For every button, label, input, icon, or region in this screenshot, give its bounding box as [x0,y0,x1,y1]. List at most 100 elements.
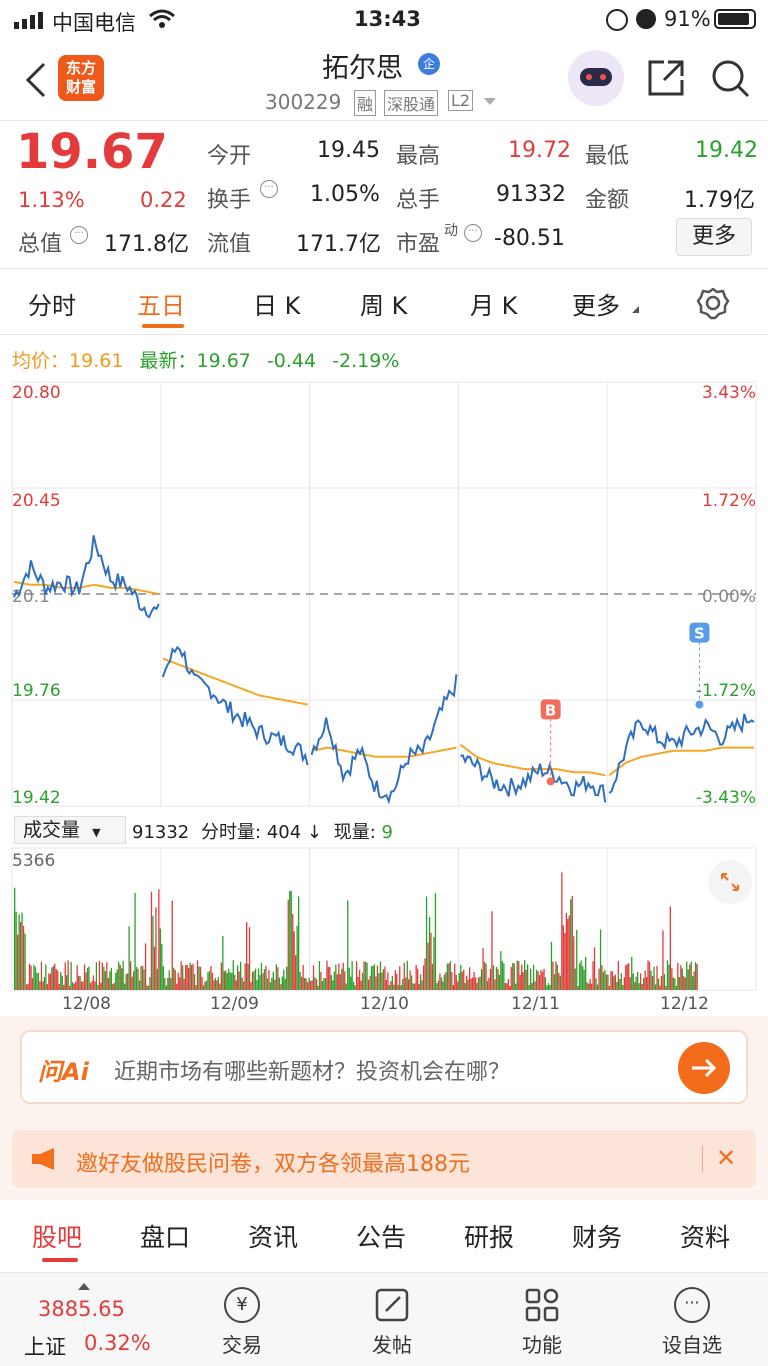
trade-marker-dot [695,700,704,709]
y-tick-left: 19.42 [12,788,61,808]
close-icon[interactable]: ✕ [716,1144,737,1172]
volume-bar [177,972,179,990]
y-tick-right: 0.00% [702,587,756,607]
info-icon[interactable]: ··· [464,224,482,242]
volume-bar [686,961,688,990]
volume-bar [211,972,214,990]
margin-tag: 融 [354,90,377,116]
tab-fenshi[interactable]: 分时 [28,292,76,320]
ai-ask-bar[interactable]: 问Ai 近期市场有哪些新题材？投资机会在哪？ [20,1030,748,1104]
volume-bar [304,977,306,990]
volume-bar [690,961,692,990]
volume-bar [531,983,533,990]
tab-profile[interactable]: 资料 [680,1223,731,1252]
volume-bar [278,977,280,990]
volume-selector[interactable]: 成交量 ▼ [14,816,126,844]
chart-legend: 均价：19.61 最新：19.67 -0.44 -2.19% [12,346,399,373]
volume-bar [497,968,499,990]
tab-more[interactable]: 更多 [572,292,620,320]
volume-bar [330,975,332,990]
volume-bar [345,983,347,990]
volume-bar [583,969,585,990]
volume-bar [495,966,498,990]
volume-bar [470,978,472,990]
volume-bar [574,968,576,990]
settings-gear-icon[interactable] [696,286,730,324]
nav-functions[interactable]: 功能 [500,1287,584,1358]
dropdown-icon[interactable] [484,98,496,105]
tab-news[interactable]: 资讯 [248,1223,299,1252]
back-icon[interactable] [22,62,48,102]
volume-bar [155,907,157,990]
nav-trade[interactable]: ¥ 交易 [200,1287,284,1358]
volume-bar [494,979,496,990]
volume-bar [231,973,233,990]
volume-bar [409,970,411,990]
volume-bar [433,936,435,990]
tab-research[interactable]: 研报 [464,1223,515,1252]
search-icon[interactable] [710,58,752,104]
volume-bar [463,969,465,990]
volume-bar [359,969,361,990]
volume-bar [42,981,44,990]
volume-bar [43,977,45,990]
expand-icon[interactable] [708,860,752,904]
volume-bar [515,983,517,990]
promo-divider [702,1146,703,1172]
volume-bar [516,960,518,990]
volume-bar [506,983,508,990]
volume-bar [135,966,138,990]
volume-bar [477,977,480,990]
tab-month-k[interactable]: 月 K [470,292,518,320]
volume-bar [564,933,566,990]
tab-week-k[interactable]: 周 K [360,292,408,320]
nav-watchlist[interactable]: ··· 设自选 [646,1287,738,1358]
price-line [161,645,309,766]
volume-bar [156,968,158,990]
volume-bar [585,957,587,990]
volume-bar [237,965,239,990]
info-icon[interactable]: ··· [260,180,278,198]
volume-bar [376,965,379,990]
price-line [608,713,755,794]
volume-bar [107,978,109,990]
volume-bar [95,962,98,990]
volume-bar [570,899,572,990]
volume-bar [571,896,573,990]
volume-bar [364,961,367,990]
volume-bar [27,983,29,990]
tab-pankou[interactable]: 盘口 [140,1223,191,1252]
volume-bar [37,972,40,990]
tab-announcement[interactable]: 公告 [356,1223,407,1252]
signal-icon [14,11,44,29]
volume-bar [69,985,71,990]
volume-bar [58,983,60,990]
volume-bar [112,984,114,990]
arrow-right-icon[interactable] [678,1042,730,1094]
index-ticker[interactable]: 3885.65 上证 0.32% [0,1273,170,1366]
now-label: 现量: [333,822,376,843]
volume-bar [590,983,593,990]
tab-wuri[interactable]: 五日 [137,292,185,320]
volume-bar [437,980,440,990]
volume-bar [342,962,344,990]
volume-bar [457,981,459,990]
promo-banner[interactable]: 邀好友做股民问卷，双方各领最高188元 ✕ [12,1130,756,1188]
share-icon[interactable] [646,58,686,102]
volume-bar [79,976,81,990]
volume-bar [354,985,356,990]
volume-bar [625,965,627,990]
more-dots-icon: ··· [674,1287,710,1323]
volume-bar [605,974,608,990]
volume-bar [329,967,331,990]
info-icon[interactable]: ··· [70,226,88,244]
tab-guba[interactable]: 股吧 [32,1223,83,1252]
robot-avatar[interactable] [568,50,624,106]
nav-post[interactable]: 发帖 [350,1287,434,1358]
more-button[interactable]: 更多 [676,218,752,256]
volume-bar [214,977,216,990]
five-day-price-chart[interactable]: 20.80 20.45 20.1 19.76 19.42 3.43% 1.72%… [0,378,768,810]
tab-finance[interactable]: 财务 [572,1223,623,1252]
tab-day-k[interactable]: 日 K [253,292,301,320]
volume-bar [272,971,274,990]
